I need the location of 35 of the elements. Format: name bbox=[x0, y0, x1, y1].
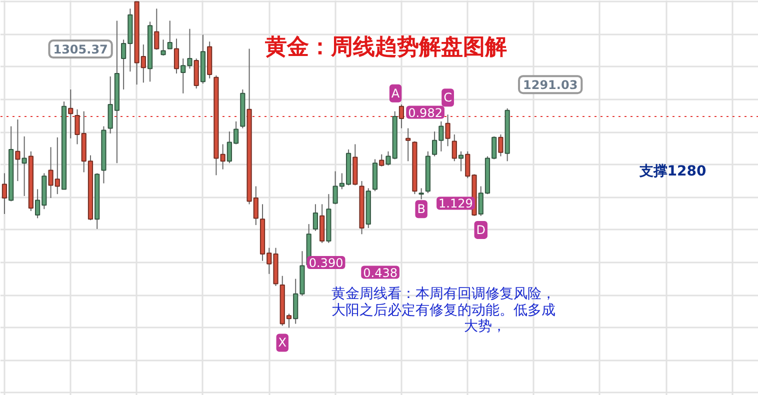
annotation: 0.982 bbox=[408, 106, 442, 120]
candlestick bbox=[418, 188, 424, 200]
annotation: A bbox=[391, 86, 400, 100]
candlestick bbox=[458, 150, 464, 172]
candlestick bbox=[452, 134, 457, 162]
annotation: 1.129 bbox=[438, 196, 473, 211]
candlestick bbox=[68, 88, 74, 139]
text: 1291.03 bbox=[523, 78, 578, 92]
candlestick bbox=[398, 104, 404, 129]
annotation: 大阳之后必定有修复的动能。低多成 bbox=[331, 302, 556, 318]
candlestick bbox=[160, 39, 166, 56]
annotation: 黄金周线看：本周有回调修复风险， bbox=[331, 286, 556, 302]
text: 黄金：周线趋势解盘图解 bbox=[264, 34, 508, 60]
candlestick bbox=[22, 136, 27, 197]
annotation: 大势， bbox=[464, 318, 506, 335]
annotation: 0.438 bbox=[363, 266, 398, 280]
text: X bbox=[278, 336, 286, 350]
candlestick bbox=[406, 128, 411, 162]
candlestick bbox=[15, 118, 20, 182]
candlestick bbox=[174, 38, 180, 74]
candlestick bbox=[187, 28, 192, 70]
text: 支撑1280 bbox=[638, 163, 706, 180]
candlestick bbox=[312, 204, 318, 232]
annotation: C bbox=[444, 90, 452, 105]
annotation: 1305.37 bbox=[53, 42, 108, 57]
candlestick bbox=[498, 134, 504, 157]
candlestick bbox=[379, 154, 384, 167]
candlestick bbox=[2, 172, 8, 214]
annotation: D bbox=[476, 222, 486, 237]
annotation: 0.390 bbox=[308, 256, 344, 270]
annotation: B bbox=[417, 202, 426, 216]
candlestick bbox=[445, 114, 450, 147]
candlestick bbox=[180, 58, 186, 94]
candlestick bbox=[154, 8, 160, 50]
candlestick bbox=[167, 20, 172, 50]
